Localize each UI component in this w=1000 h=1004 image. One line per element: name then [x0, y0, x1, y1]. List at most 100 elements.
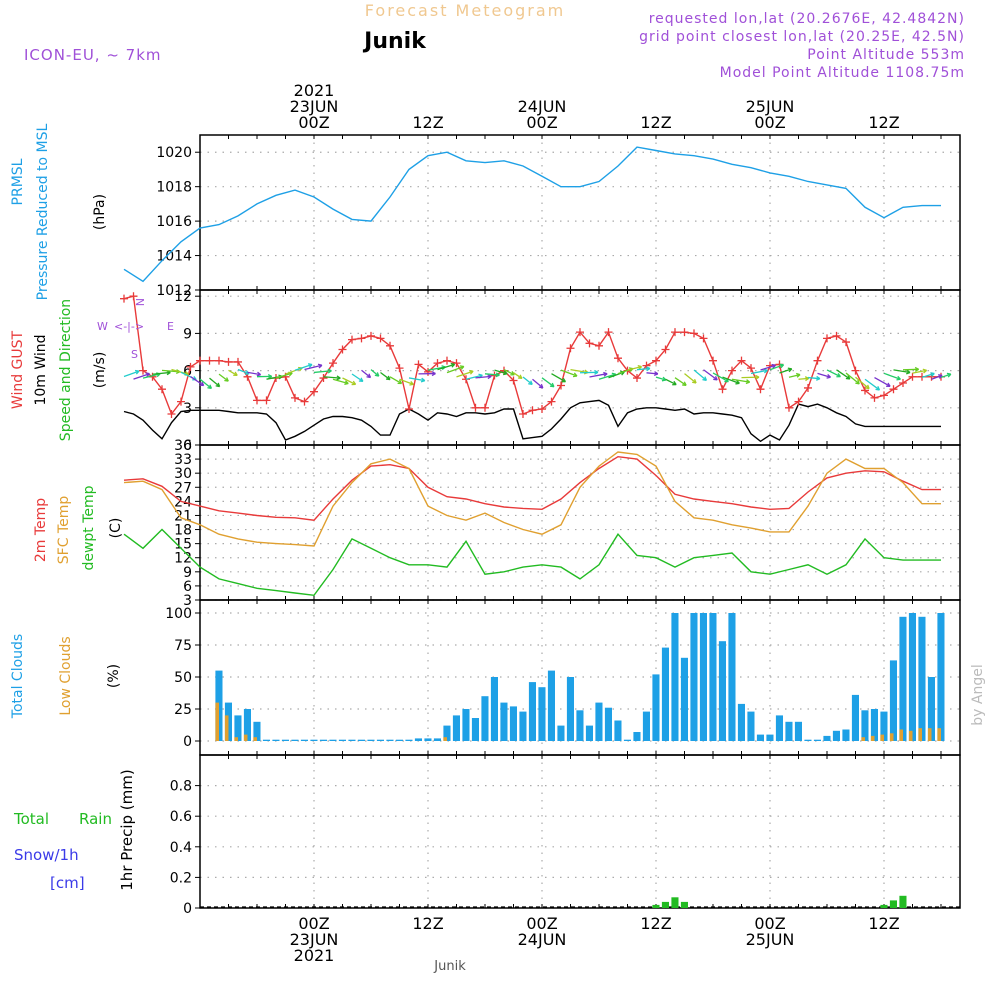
y-tick-label: 3 [183, 401, 192, 417]
compass-arrow: <-|-> [114, 320, 144, 333]
cloud-low-bar [890, 733, 894, 741]
cloud-low-bar [880, 735, 884, 741]
cloud-total-bar [614, 721, 621, 742]
precip-bar [681, 902, 688, 908]
cloud-total-bar [510, 706, 517, 741]
y-tick-label: 0 [183, 901, 192, 917]
cloud-total-bar [681, 658, 688, 741]
point-altitude: Point Altitude 553m [807, 47, 965, 63]
cloud-total-bar [576, 710, 583, 741]
cloud-low-bar [225, 715, 229, 741]
time-label-bottom: 12Z [640, 914, 671, 933]
cloud-total-bar [348, 740, 355, 741]
cloud-total-bar [937, 613, 944, 741]
panel-side-label: Wind GUST [10, 330, 26, 409]
cloud-total-bar [320, 740, 327, 741]
cloud-total-bar [453, 715, 460, 741]
cloud-total-bar [633, 732, 640, 741]
cloud-total-bar [833, 731, 840, 741]
cloud-total-bar [842, 730, 849, 742]
cloud-total-bar [415, 738, 422, 741]
cloud-total-bar [719, 641, 726, 741]
cloud-total-bar [234, 715, 241, 741]
cloud-total-bar [823, 736, 830, 741]
cloud-total-bar [671, 613, 678, 741]
y-tick-label: 1016 [156, 214, 192, 230]
time-label-top: 12Z [412, 113, 443, 132]
cloud-total-bar [643, 712, 650, 741]
y-tick-label: 18 [174, 523, 192, 539]
panel-side-label: 2m Temp [33, 498, 49, 562]
precip-total-label: Total [13, 810, 49, 828]
time-label-top: 12Z [868, 113, 899, 132]
cloud-total-bar [481, 696, 488, 741]
precip-rain-label: Rain [79, 810, 112, 828]
cloud-total-bar [405, 740, 412, 741]
panel-side-label: dewpt Temp [81, 485, 97, 570]
cloud-low-bar [871, 736, 875, 741]
cloud-total-bar [624, 740, 631, 741]
cloud-total-bar [282, 740, 289, 741]
cloud-total-bar [301, 740, 308, 741]
y-tick-label: 50 [174, 670, 192, 686]
cloud-total-bar [291, 740, 298, 741]
y-tick-label: 36 [174, 438, 192, 454]
y-tick-label: 30 [174, 466, 192, 482]
y-tick-label: 9 [183, 565, 192, 581]
panel-side-label: SFC Temp [56, 496, 72, 565]
cloud-total-bar [500, 703, 507, 741]
precip-snow-label: Snow/1h [14, 846, 79, 864]
cloud-total-bar [690, 613, 697, 741]
y-tick-label: 1018 [156, 180, 192, 196]
cloud-low-bar [244, 735, 248, 741]
compass-south: S [131, 348, 138, 361]
y-tick-label: 0.8 [170, 779, 192, 795]
model-name: ICON-EU, ~ 7km [24, 46, 162, 64]
location-title: Junik [362, 29, 427, 54]
cloud-total-bar [804, 740, 811, 741]
cloud-total-bar [491, 677, 498, 741]
precip-bar [890, 900, 897, 908]
time-label-top: 00Z [298, 113, 329, 132]
cloud-total-bar [377, 740, 384, 741]
panel-side-label: Total Clouds [10, 634, 26, 719]
cloud-total-bar [367, 740, 374, 741]
footer-location: Junik [433, 959, 466, 974]
cloud-low-bar [215, 703, 219, 741]
cloud-total-bar [700, 613, 707, 741]
panel-side-label: (hPa) [92, 194, 108, 230]
time-label-top: 12Z [640, 113, 671, 132]
cloud-total-bar [529, 682, 536, 741]
model-altitude: Model Point Altitude 1108.75m [720, 65, 965, 81]
time-label-bottom: 24JUN [518, 930, 567, 949]
compass-north: N [133, 298, 146, 306]
compass-west: W [97, 320, 108, 333]
cloud-total-bar [424, 738, 431, 741]
cloud-total-bar [652, 674, 659, 741]
cloud-total-bar [747, 712, 754, 741]
requested-coords: requested lon,lat (20.2676E, 42.4842N) [649, 11, 965, 27]
cloud-total-bar [852, 695, 859, 741]
cloud-total-bar [396, 740, 403, 741]
cloud-total-bar [738, 704, 745, 741]
panel-side-label: Pressure Reduced to MSL [35, 123, 51, 300]
y-tick-label: 9 [183, 326, 192, 342]
y-tick-label: 25 [174, 702, 192, 718]
cloud-total-bar [310, 740, 317, 741]
precip-bar [899, 896, 906, 908]
panel-side-label: PRMSL [10, 158, 26, 205]
cloud-total-bar [728, 613, 735, 741]
cloud-low-bar [234, 737, 238, 741]
time-label-top: 00Z [754, 113, 785, 132]
panel-side-label: (m/s) [92, 352, 108, 389]
cloud-total-bar [263, 740, 270, 741]
cloud-total-bar [519, 712, 526, 741]
cloud-total-bar [709, 613, 716, 741]
cloud-total-bar [776, 715, 783, 741]
time-label-bottom: 2021 [294, 946, 335, 965]
cloud-total-bar [814, 740, 821, 741]
y-tick-label: 0.4 [170, 840, 192, 856]
panel-side-label: 10m Wind [33, 334, 49, 405]
cloud-total-bar [386, 740, 393, 741]
y-tick-label: 1020 [156, 145, 192, 161]
